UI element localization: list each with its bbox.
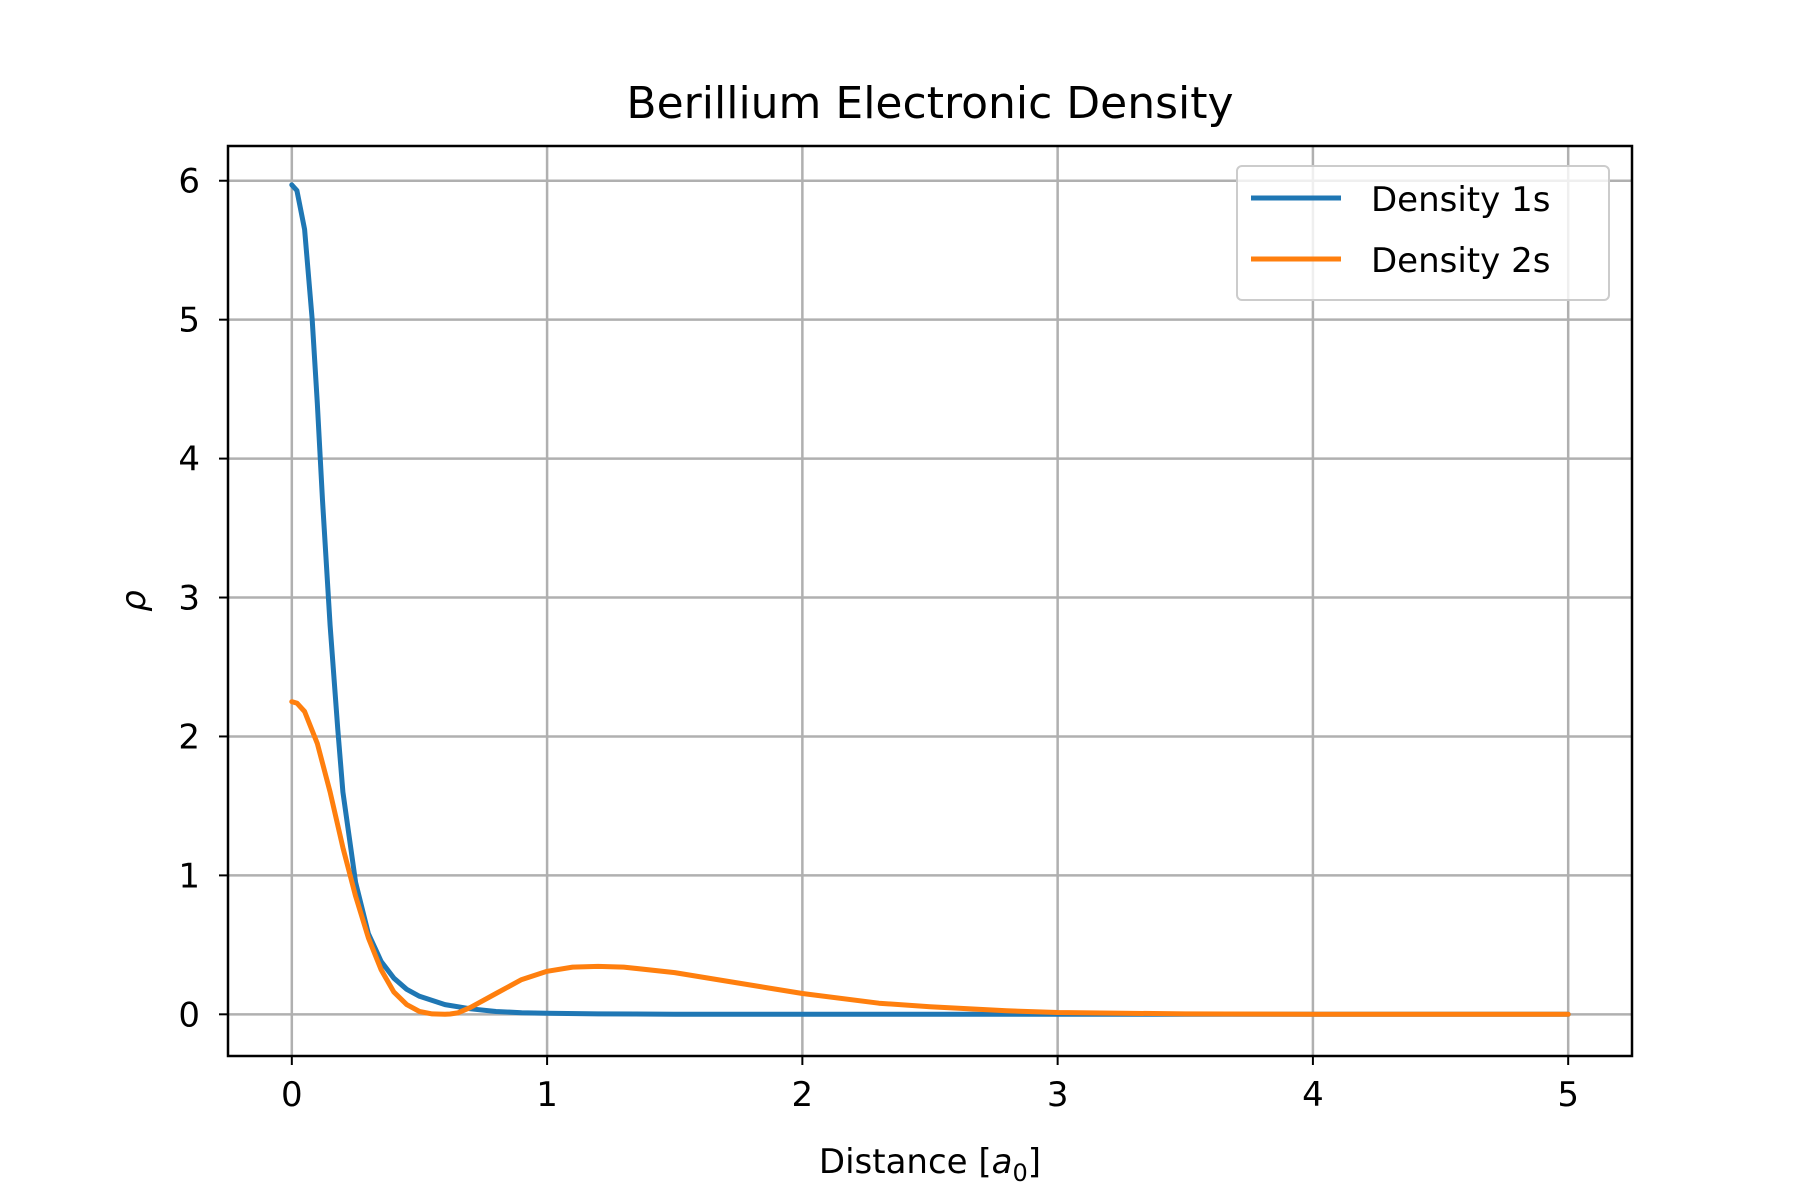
x-tick-label: 1 bbox=[536, 1075, 558, 1115]
series-line-density-2s bbox=[289, 699, 1571, 1017]
y-axis-label: ρ bbox=[114, 590, 154, 612]
y-tick-label: 4 bbox=[178, 440, 200, 480]
x-tick-label: 5 bbox=[1557, 1075, 1579, 1115]
grid bbox=[228, 146, 1632, 1056]
plot-frame bbox=[226, 144, 1634, 1058]
y-tick-label: 6 bbox=[178, 162, 200, 202]
y-tick-label: 0 bbox=[178, 995, 200, 1035]
y-tick-label: 1 bbox=[178, 856, 200, 896]
y-tick-label: 2 bbox=[178, 717, 200, 757]
y-tick-label: 5 bbox=[178, 301, 200, 341]
plot-lines bbox=[289, 182, 1571, 1017]
x-tick-label: 4 bbox=[1302, 1075, 1324, 1115]
x-axis-label: Distance [a0] bbox=[819, 1142, 1041, 1187]
legend-label-2s: Density 2s bbox=[1371, 241, 1550, 281]
series-line-density-1s bbox=[289, 182, 1571, 1017]
legend: Density 1s Density 2s bbox=[1236, 165, 1610, 301]
chart-title: Berillium Electronic Density bbox=[626, 78, 1233, 129]
x-tick-label: 3 bbox=[1047, 1075, 1069, 1115]
x-axis: 0 1 2 3 4 5 bbox=[281, 1056, 1579, 1115]
x-tick-label: 0 bbox=[281, 1075, 303, 1115]
legend-label-1s: Density 1s bbox=[1371, 180, 1550, 220]
x-tick-label: 2 bbox=[792, 1075, 814, 1115]
y-tick-label: 3 bbox=[178, 579, 200, 619]
y-axis: 0 1 2 3 4 5 6 bbox=[178, 162, 228, 1035]
